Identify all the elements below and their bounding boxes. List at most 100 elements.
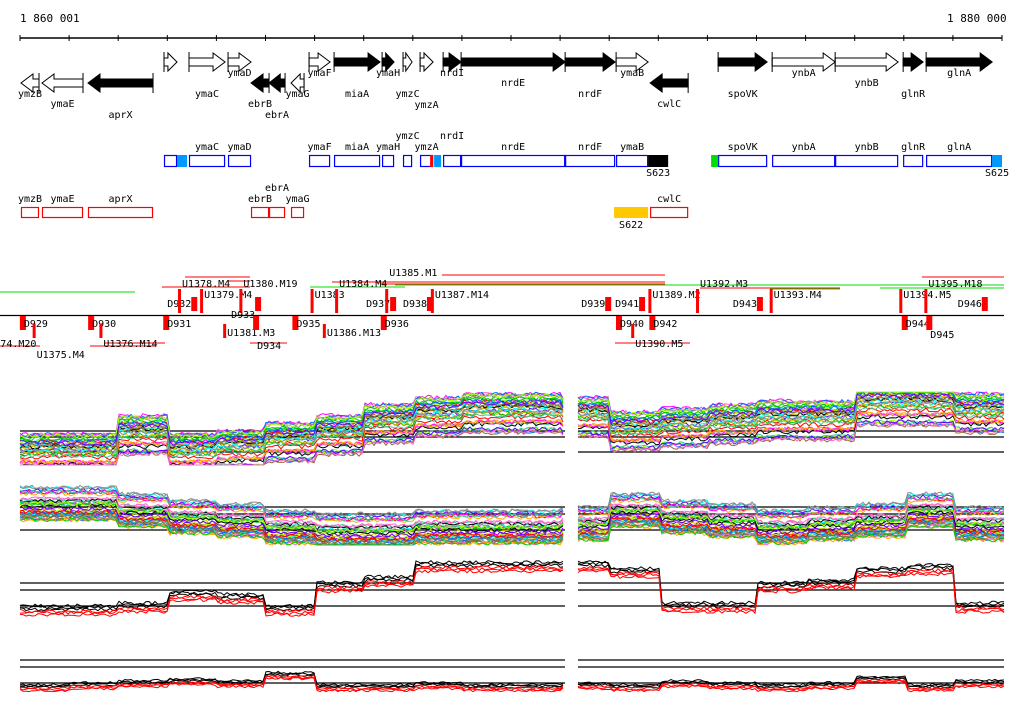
signal-trace (577, 524, 1005, 546)
gene-label: ymzA (415, 100, 439, 111)
gene-arrow-ebrA (268, 72, 286, 94)
gene-label: ymaF (308, 68, 332, 79)
feature-marker (335, 289, 339, 313)
reverse-track-box (87, 206, 154, 219)
gene-arrow-ebrB (250, 72, 270, 94)
feature-label: U1393.M4 (774, 290, 822, 301)
feature-marker (32, 324, 36, 338)
signal-trace (577, 411, 1005, 443)
signal-trace (577, 491, 1005, 514)
track-label: ebrB (248, 194, 272, 205)
gene-label: spoVK (728, 89, 758, 100)
feature-label: U1386.M13 (327, 328, 381, 339)
feature-marker (430, 289, 434, 313)
gene-label: aprX (108, 110, 132, 121)
signal-trace (577, 508, 1005, 530)
track-label: ymaB (620, 142, 644, 153)
signal-trace (577, 678, 1005, 691)
signal-trace (577, 391, 1005, 417)
gene-arrow-ymaE (41, 73, 84, 93)
signal-trace (19, 506, 564, 538)
signal-trace (19, 400, 564, 447)
track-label: ymaH (376, 142, 400, 153)
feature-label: U1392.M3 (700, 279, 748, 290)
feature-label: D930 (92, 319, 116, 330)
feature-marker (239, 289, 243, 313)
forward-track-box (333, 154, 381, 168)
feature-label: D933 (231, 310, 255, 321)
signal-trace (19, 398, 564, 444)
track-label: cwlC (657, 194, 681, 205)
signal-trace (577, 419, 1005, 451)
feature-label: U1375.M4 (37, 350, 85, 361)
segment-label: S623 (646, 168, 670, 179)
gene-arrow-glnA (925, 52, 994, 72)
feature-label: D946 (958, 299, 982, 310)
signal-trace (577, 400, 1005, 432)
feature-label: U1395.M18 (928, 279, 982, 290)
feature-label: U1383 (315, 290, 345, 301)
signal-trace (19, 489, 564, 522)
signal-trace (577, 569, 1005, 615)
signal-trace (19, 498, 564, 531)
track-label: ymzC (396, 131, 420, 142)
forward-segment (177, 155, 188, 167)
signal-trace (577, 510, 1005, 533)
feature-marker (19, 316, 26, 330)
signal-trace (577, 565, 1005, 611)
feature-marker (99, 324, 103, 338)
feature-label: D942 (653, 319, 677, 330)
gene-arrow-miaA (333, 52, 381, 72)
track-label: nrdE (501, 142, 525, 153)
reverse-segment (614, 207, 649, 218)
feature-label: D936 (385, 319, 409, 330)
feature-label: U1376.M14 (103, 339, 157, 350)
signal-trace (19, 396, 564, 442)
feature-marker (163, 316, 170, 330)
track-label: ymaD (227, 142, 251, 153)
feature-marker (981, 297, 988, 311)
signal-trace (577, 561, 1005, 608)
track-label: nrdI (440, 131, 464, 142)
gene-arrow-ymaB (615, 52, 649, 72)
feature-marker (292, 316, 299, 330)
signal-trace (577, 391, 1005, 422)
signal-trace (577, 422, 1005, 453)
gene-arrow-nrdI (442, 52, 462, 72)
signal-trace (19, 418, 564, 465)
signal-trace (19, 501, 564, 534)
signal-trace (577, 414, 1005, 446)
feature-marker (649, 316, 656, 330)
feature-label: U1380.M19 (243, 279, 297, 290)
gene-label: nrdF (578, 89, 602, 100)
forward-track-box (402, 154, 413, 168)
ruler-end-label: 1 880 000 (947, 12, 1007, 25)
feature-label: D945 (930, 330, 954, 341)
track-label: ynbB (855, 142, 879, 153)
feature-label: U1384.M4 (339, 279, 387, 290)
track-label: glnR (901, 142, 926, 153)
track-label: aprX (108, 194, 132, 205)
gene-arrow-aprX (87, 73, 154, 93)
track-label: ymaC (195, 142, 219, 153)
feature-label: D941 (615, 299, 639, 310)
signal-trace (19, 677, 564, 693)
gene-arrow-ymaG (290, 72, 305, 94)
forward-track-box (835, 154, 899, 168)
gene-arrow-nrdE (460, 52, 566, 72)
track-label: ymaE (50, 194, 74, 205)
signal-trace (19, 513, 564, 546)
gene-label: glnA (947, 68, 971, 79)
signal-trace (19, 565, 564, 614)
feature-marker (639, 297, 646, 311)
segment-label: S625 (985, 168, 1009, 179)
signal-trace (577, 518, 1005, 541)
forward-track-box (772, 154, 836, 168)
signal-trace (577, 496, 1005, 518)
signal-trace (577, 514, 1005, 537)
signal-trace (19, 563, 564, 612)
feature-marker (223, 324, 227, 338)
signal-trace (577, 512, 1005, 535)
feature-label: U1385.M1 (389, 268, 437, 279)
gene-label: ebrA (265, 110, 289, 121)
